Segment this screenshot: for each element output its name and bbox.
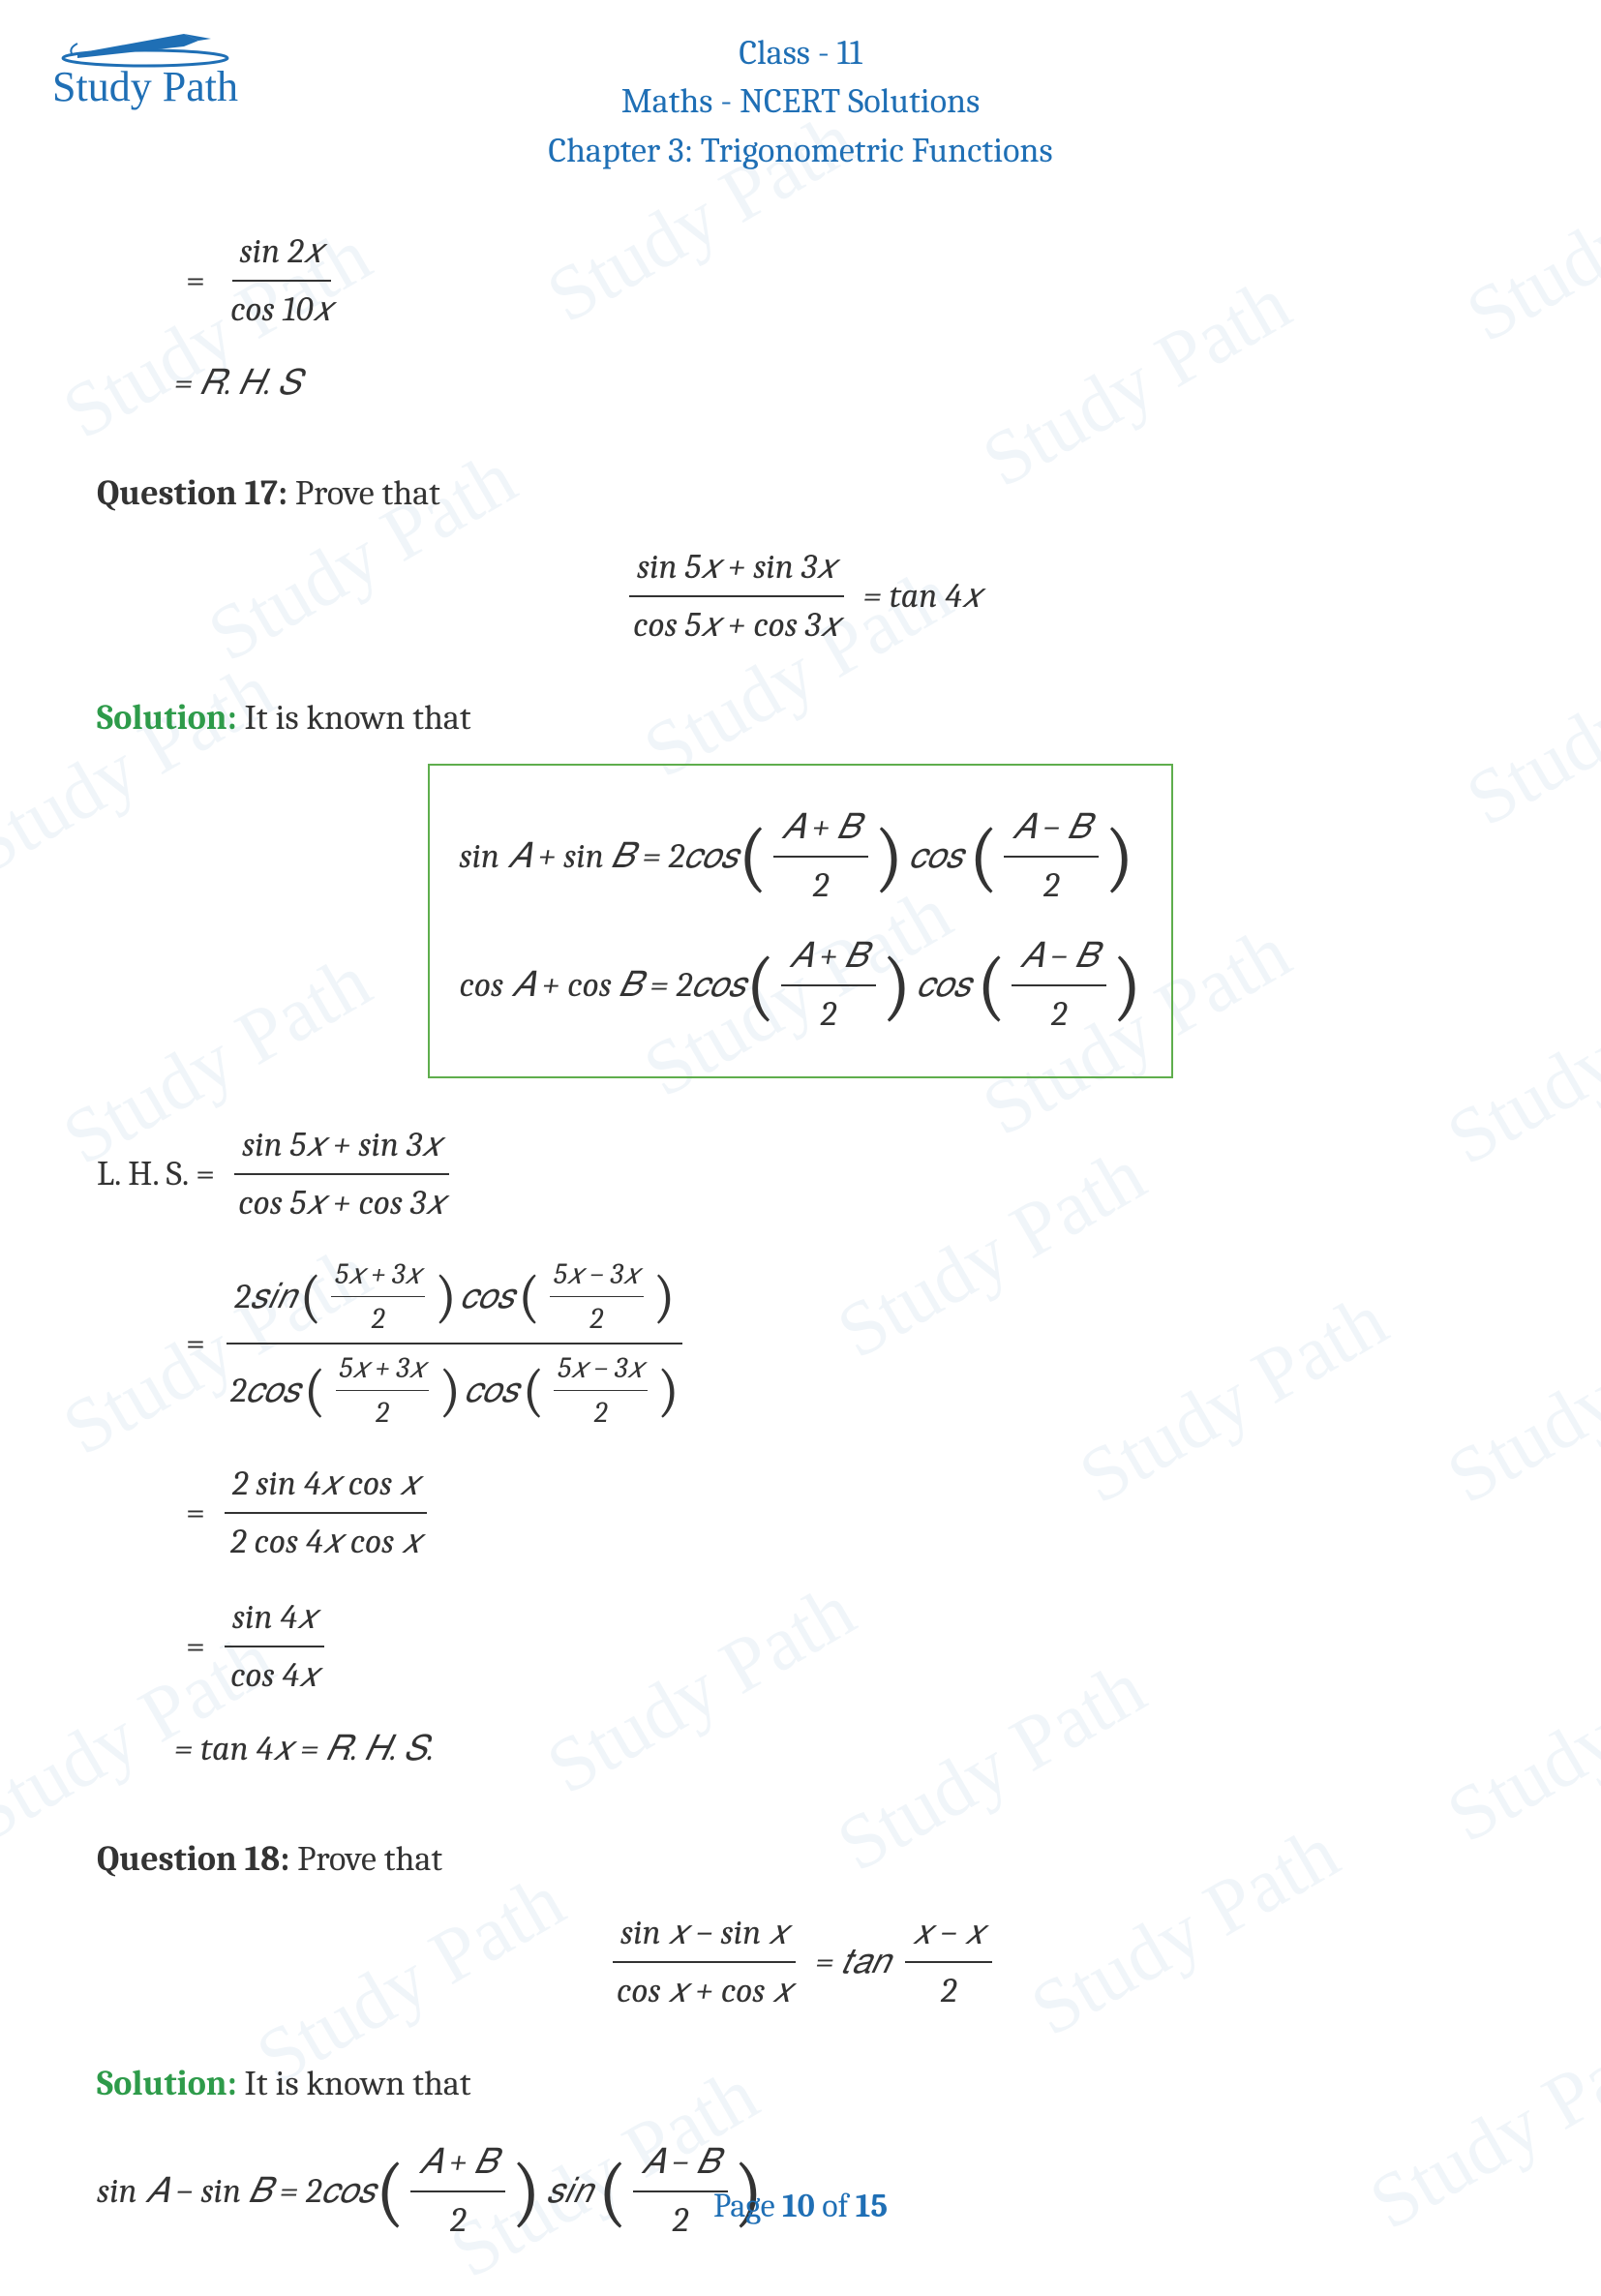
- q17-equation: sin 5𝑥 + sin 3𝑥 cos 5𝑥 + cos 3𝑥 = tan 4𝑥: [97, 539, 1504, 653]
- formula-lhs: cos 𝐴 + cos 𝐵 = 2𝑐𝑜𝑠: [459, 959, 745, 1012]
- fraction-numerator: 𝐴 + 𝐵: [781, 928, 876, 986]
- fraction-denominator: 2: [1036, 858, 1068, 914]
- fraction-denominator: 2: [933, 1963, 965, 2019]
- fraction-numerator: 𝐴 + 𝐵: [773, 800, 868, 858]
- fraction-numerator: 5𝑥 − 3𝑥: [550, 1253, 643, 1297]
- fraction-numerator: sin 5𝑥 + sin 3𝑥: [629, 539, 844, 597]
- fraction-numerator: sin 2𝑥: [232, 224, 331, 282]
- equation-rhs-fn: = 𝑡𝑎𝑛: [815, 1936, 890, 1988]
- q17-step2: = 2𝑠𝑖𝑛 ( 5𝑥 + 3𝑥2 ) 𝑐𝑜𝑠 ( 5𝑥 − 3𝑥2 ) 2𝑐𝑜…: [174, 1251, 1504, 1436]
- fraction-numerator: 𝐴 − 𝐵: [1012, 928, 1106, 986]
- formula-box: sin 𝐴 + sin 𝐵 = 2𝑐𝑜𝑠 ( 𝐴 + 𝐵2 ) 𝑐𝑜𝑠 ( 𝐴 …: [97, 764, 1504, 1078]
- formula-mid: 𝑐𝑜𝑠: [918, 959, 971, 1012]
- page-content: = sin 2𝑥 cos 10𝑥 = 𝑅. 𝐻. 𝑆 Question 17: …: [0, 175, 1601, 2249]
- fraction-denominator: cos 𝑥 + cos 𝑥: [609, 1963, 800, 2019]
- q17-step3: = 2 sin 4𝑥 cos 𝑥 2 cos 4𝑥 cos 𝑥: [174, 1456, 1504, 1570]
- prev-step-frac: = sin 2𝑥 cos 10𝑥: [174, 224, 1504, 338]
- formula-mid: 𝑐𝑜𝑠: [910, 831, 963, 883]
- formula-2: cos 𝐴 + cos 𝐵 = 2𝑐𝑜𝑠 ( 𝐴 + 𝐵2 ) 𝑐𝑜𝑠 ( 𝐴 …: [459, 928, 1141, 1042]
- fraction-numerator: 2 sin 4𝑥 cos 𝑥: [225, 1456, 427, 1514]
- question-label: Question 17:: [97, 473, 287, 513]
- prev-step-rhs: = 𝑅. 𝐻. 𝑆: [174, 357, 1504, 409]
- fraction-numerator: 𝐴 − 𝐵: [633, 2134, 728, 2192]
- fraction-denominator: 2: [586, 1297, 607, 1341]
- solution-label: Solution:: [97, 698, 237, 738]
- question-prompt: Prove that: [287, 473, 440, 513]
- q18-equation: sin 𝑥 − sin 𝑥 cos 𝑥 + cos 𝑥 = 𝑡𝑎𝑛 𝑥 − 𝑥 …: [97, 1905, 1504, 2019]
- footer-of: of: [815, 2187, 856, 2225]
- formula-lhs: sin 𝐴 + sin 𝐵 = 2𝑐𝑜𝑠: [459, 831, 738, 883]
- solution-label: Solution:: [97, 2064, 237, 2103]
- equation-rhs: = tan 4𝑥: [863, 570, 982, 622]
- fraction-denominator: 2: [1043, 986, 1075, 1042]
- question-prompt: Prove that: [289, 1839, 442, 1879]
- fraction-numerator: 𝐴 + 𝐵: [410, 2134, 505, 2192]
- fraction-denominator: cos 5𝑥 + cos 3𝑥: [230, 1175, 453, 1231]
- term: 2𝑠𝑖𝑛: [234, 1271, 295, 1323]
- logo: Study Path: [39, 19, 252, 136]
- q17-step1: L. H. S. = sin 5𝑥 + sin 3𝑥 cos 5𝑥 + cos …: [97, 1117, 1504, 1231]
- fraction-denominator: 2: [372, 1391, 393, 1435]
- solution-intro-text: It is known that: [237, 2064, 471, 2103]
- fraction-numerator: 5𝑥 + 3𝑥: [336, 1346, 430, 1391]
- question-17-heading: Question 17: Prove that: [97, 468, 1504, 520]
- fraction-numerator: 𝑥 − 𝑥: [905, 1905, 992, 1963]
- fraction-denominator: 2: [805, 858, 837, 914]
- q17-step4: = sin 4𝑥 cos 4𝑥: [174, 1589, 1504, 1704]
- q18-solution-intro: Solution: It is known that: [97, 2058, 1504, 2110]
- fraction-denominator: 2: [368, 1297, 389, 1341]
- pen-icon: [58, 19, 232, 68]
- fraction-numerator: sin 𝑥 − sin 𝑥: [613, 1905, 796, 1963]
- footer-page-number: 10: [782, 2187, 815, 2225]
- footer-prefix: Page: [713, 2187, 782, 2225]
- term: 2𝑐𝑜𝑠: [230, 1365, 300, 1417]
- page-footer: Page 10 of 15: [0, 2187, 1601, 2225]
- fraction-denominator: cos 10𝑥: [223, 282, 340, 338]
- fraction-numerator: sin 4𝑥: [225, 1589, 324, 1647]
- formula-1: sin 𝐴 + sin 𝐵 = 2𝑐𝑜𝑠 ( 𝐴 + 𝐵2 ) 𝑐𝑜𝑠 ( 𝐴 …: [459, 800, 1141, 914]
- term: 𝑐𝑜𝑠: [461, 1271, 514, 1323]
- q17-step5: = tan 4𝑥 = 𝑅. 𝐻. 𝑆.: [174, 1723, 1504, 1775]
- fraction-denominator: cos 5𝑥 + cos 3𝑥: [625, 597, 848, 653]
- fraction-numerator: 5𝑥 + 3𝑥: [331, 1253, 425, 1297]
- fraction-denominator: 2: [590, 1391, 612, 1435]
- page-header: Study Path Class - 11 Maths - NCERT Solu…: [0, 0, 1601, 175]
- q17-solution-intro: Solution: It is known that: [97, 692, 1504, 744]
- fraction-denominator: 2: [813, 986, 845, 1042]
- lhs-label: L. H. S. =: [97, 1148, 215, 1200]
- footer-total-pages: 15: [856, 2187, 888, 2225]
- question-18-heading: Question 18: Prove that: [97, 1833, 1504, 1886]
- logo-text: Study Path: [39, 62, 252, 111]
- fraction-denominator: 2 cos 4𝑥 cos 𝑥: [223, 1514, 429, 1570]
- term: 𝑐𝑜𝑠: [465, 1365, 518, 1417]
- fraction-numerator: 5𝑥 − 3𝑥: [554, 1346, 647, 1391]
- fraction-denominator: cos 4𝑥: [223, 1647, 326, 1704]
- fraction-numerator: sin 5𝑥 + sin 3𝑥: [234, 1117, 449, 1175]
- fraction-numerator: 𝐴 − 𝐵: [1004, 800, 1099, 858]
- solution-intro-text: It is known that: [237, 698, 471, 738]
- question-label: Question 18:: [97, 1839, 289, 1879]
